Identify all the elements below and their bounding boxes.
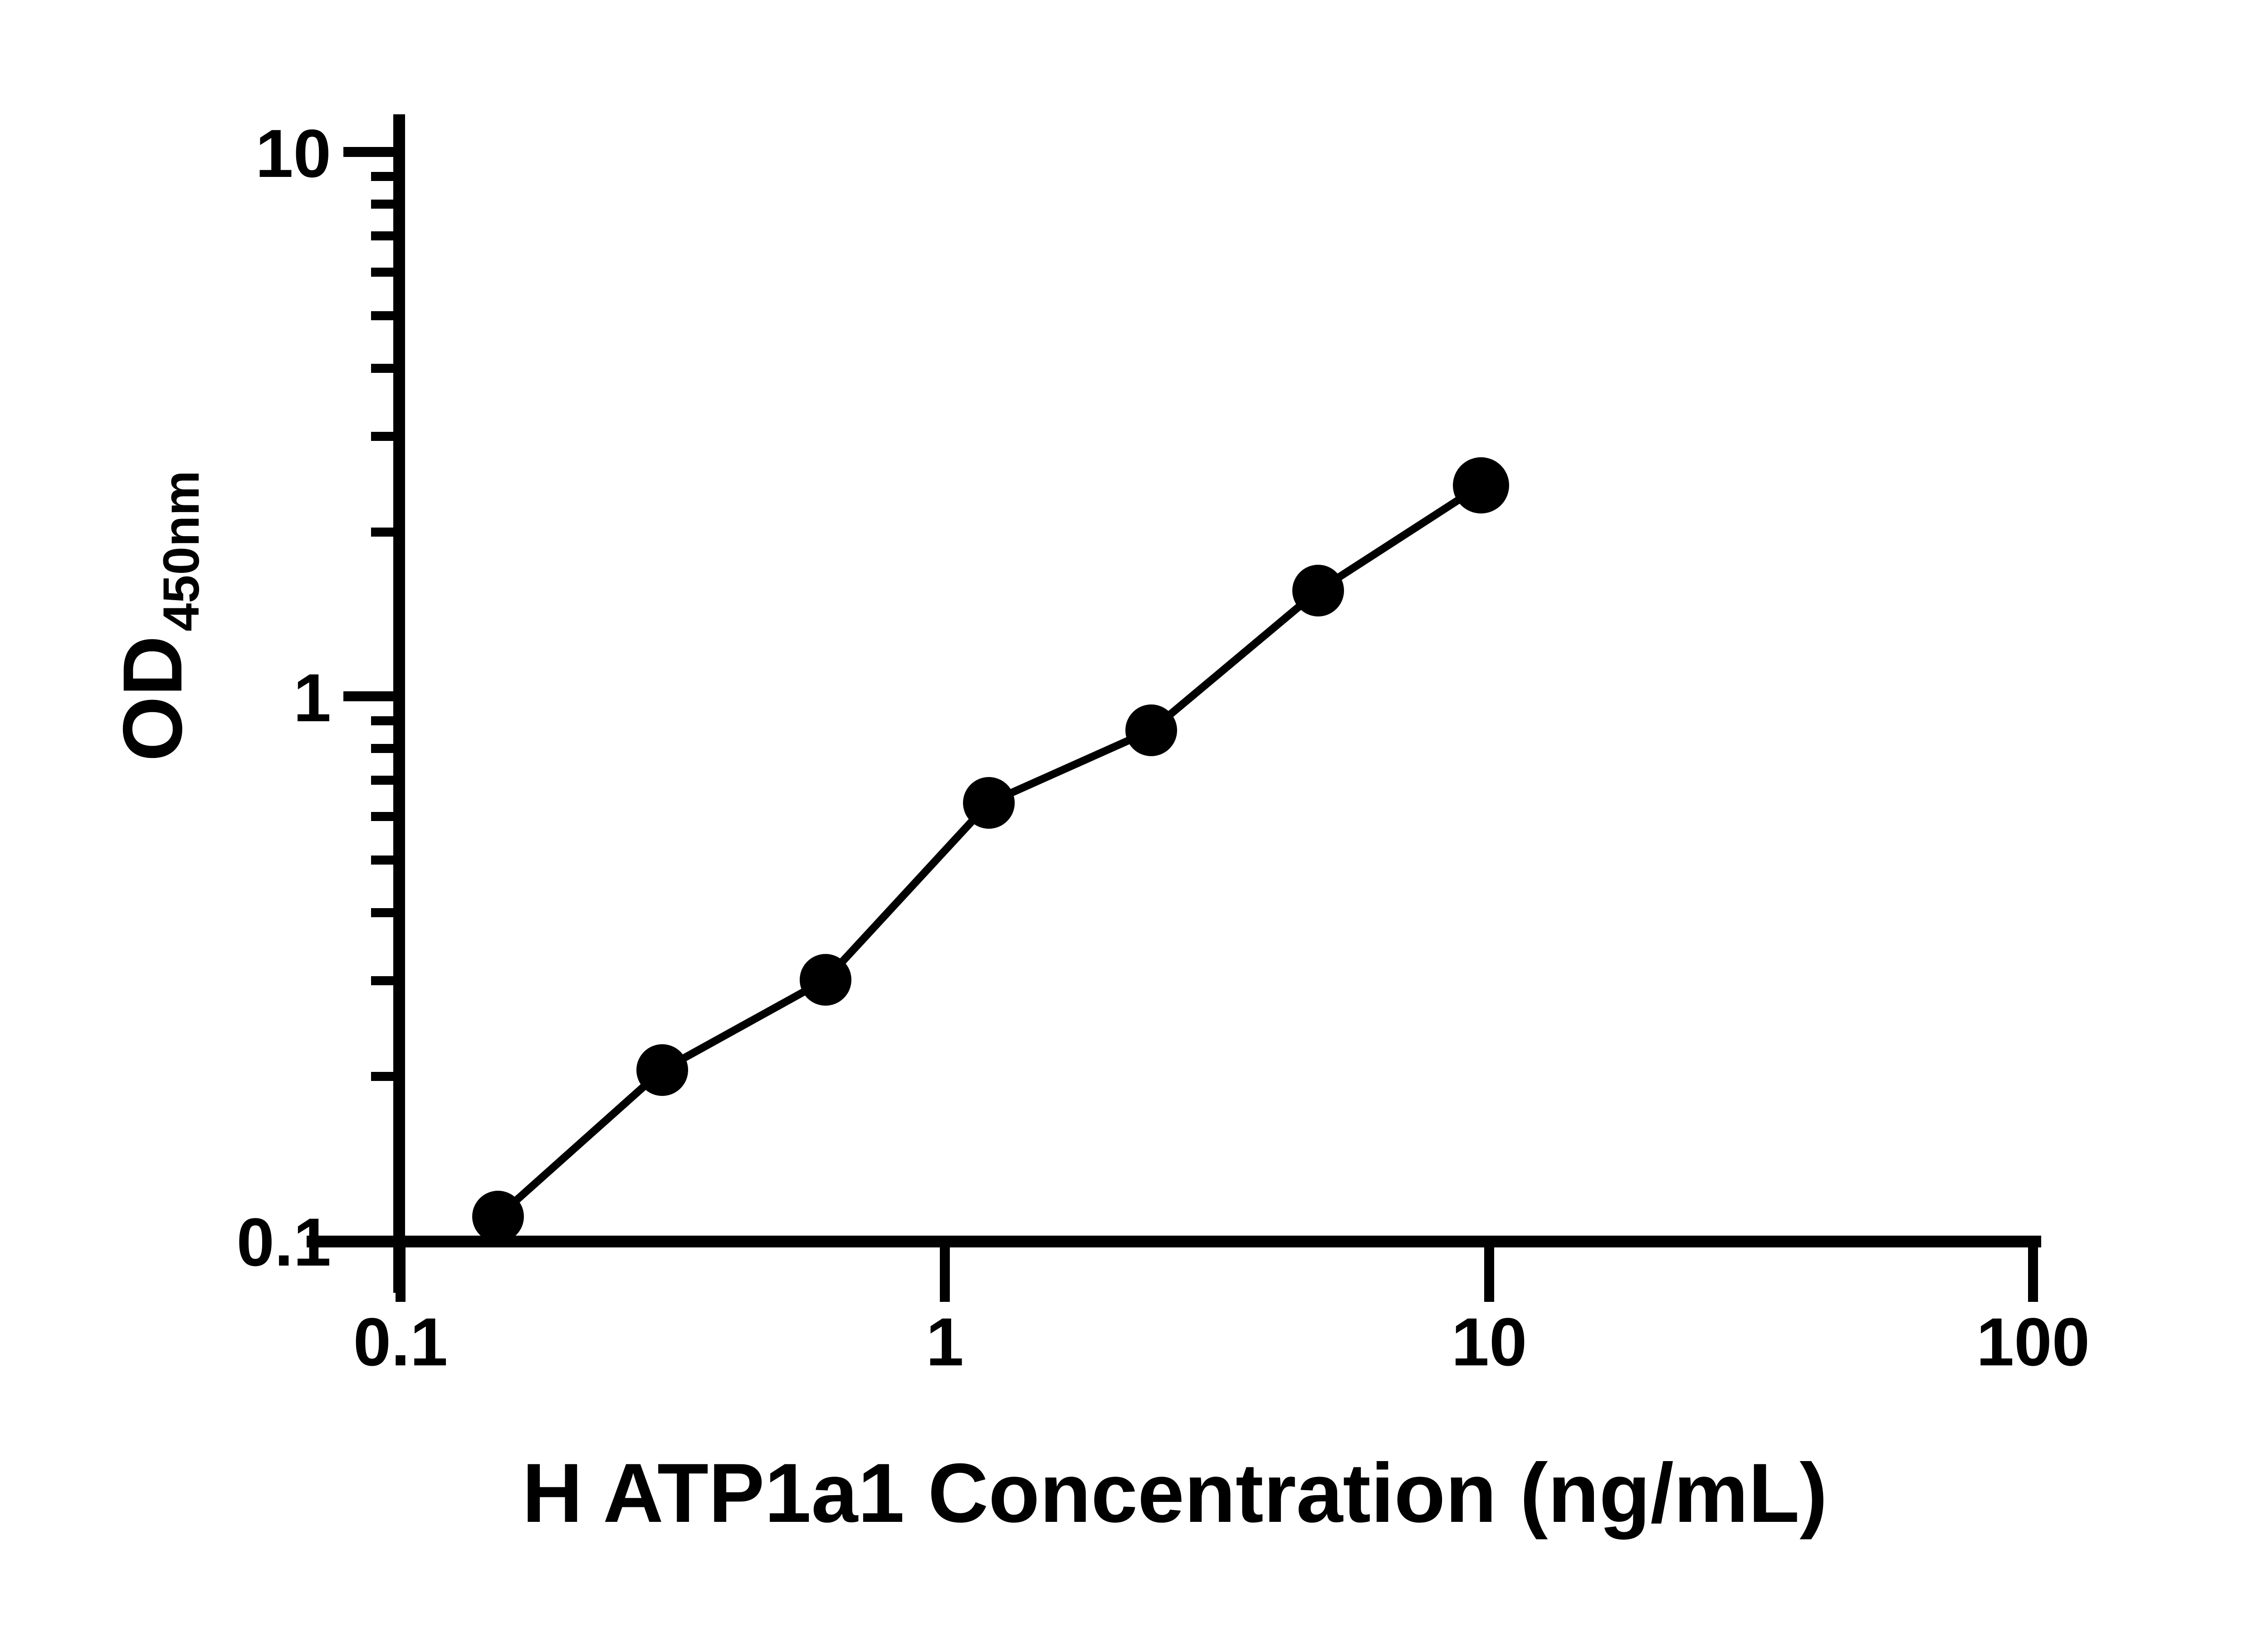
y-axis-tick-labels: 10 1 0.1 xyxy=(236,115,331,1280)
data-point-marker[interactable] xyxy=(963,777,1015,829)
data-point-marker[interactable] xyxy=(1453,457,1509,513)
series-markers xyxy=(472,457,1509,1242)
x-axis-title: H ATP1a1 Concentration (ng/mL) xyxy=(522,1447,1828,1540)
data-point-marker[interactable] xyxy=(1292,565,1344,616)
y-axis-ticks xyxy=(343,147,399,1246)
y-axis-title-subscript: 450nm xyxy=(153,470,210,631)
y-tick-label-0.1: 0.1 xyxy=(236,1204,331,1280)
y-tick-label-10: 10 xyxy=(255,115,331,191)
y-axis-title: OD 450nm xyxy=(106,470,210,762)
data-point-marker[interactable] xyxy=(1125,704,1177,756)
y-axis-minor-ticks xyxy=(371,172,399,1081)
y-axis-title-main: OD xyxy=(106,636,200,762)
x-axis-ticks xyxy=(396,1242,2038,1302)
y-tick-label-1: 1 xyxy=(293,660,331,736)
axes-group xyxy=(307,114,2041,1293)
data-point-marker[interactable] xyxy=(636,1044,688,1096)
x-axis-tick-labels: 0.1 1 10 100 xyxy=(353,1304,2090,1380)
x-tick-label-100: 100 xyxy=(1976,1304,2090,1380)
x-tick-label-1: 1 xyxy=(926,1304,963,1380)
data-point-marker[interactable] xyxy=(800,954,851,1006)
x-tick-label-0.1: 0.1 xyxy=(353,1304,448,1380)
data-point-marker[interactable] xyxy=(472,1191,524,1242)
x-tick-label-10: 10 xyxy=(1452,1304,1527,1380)
